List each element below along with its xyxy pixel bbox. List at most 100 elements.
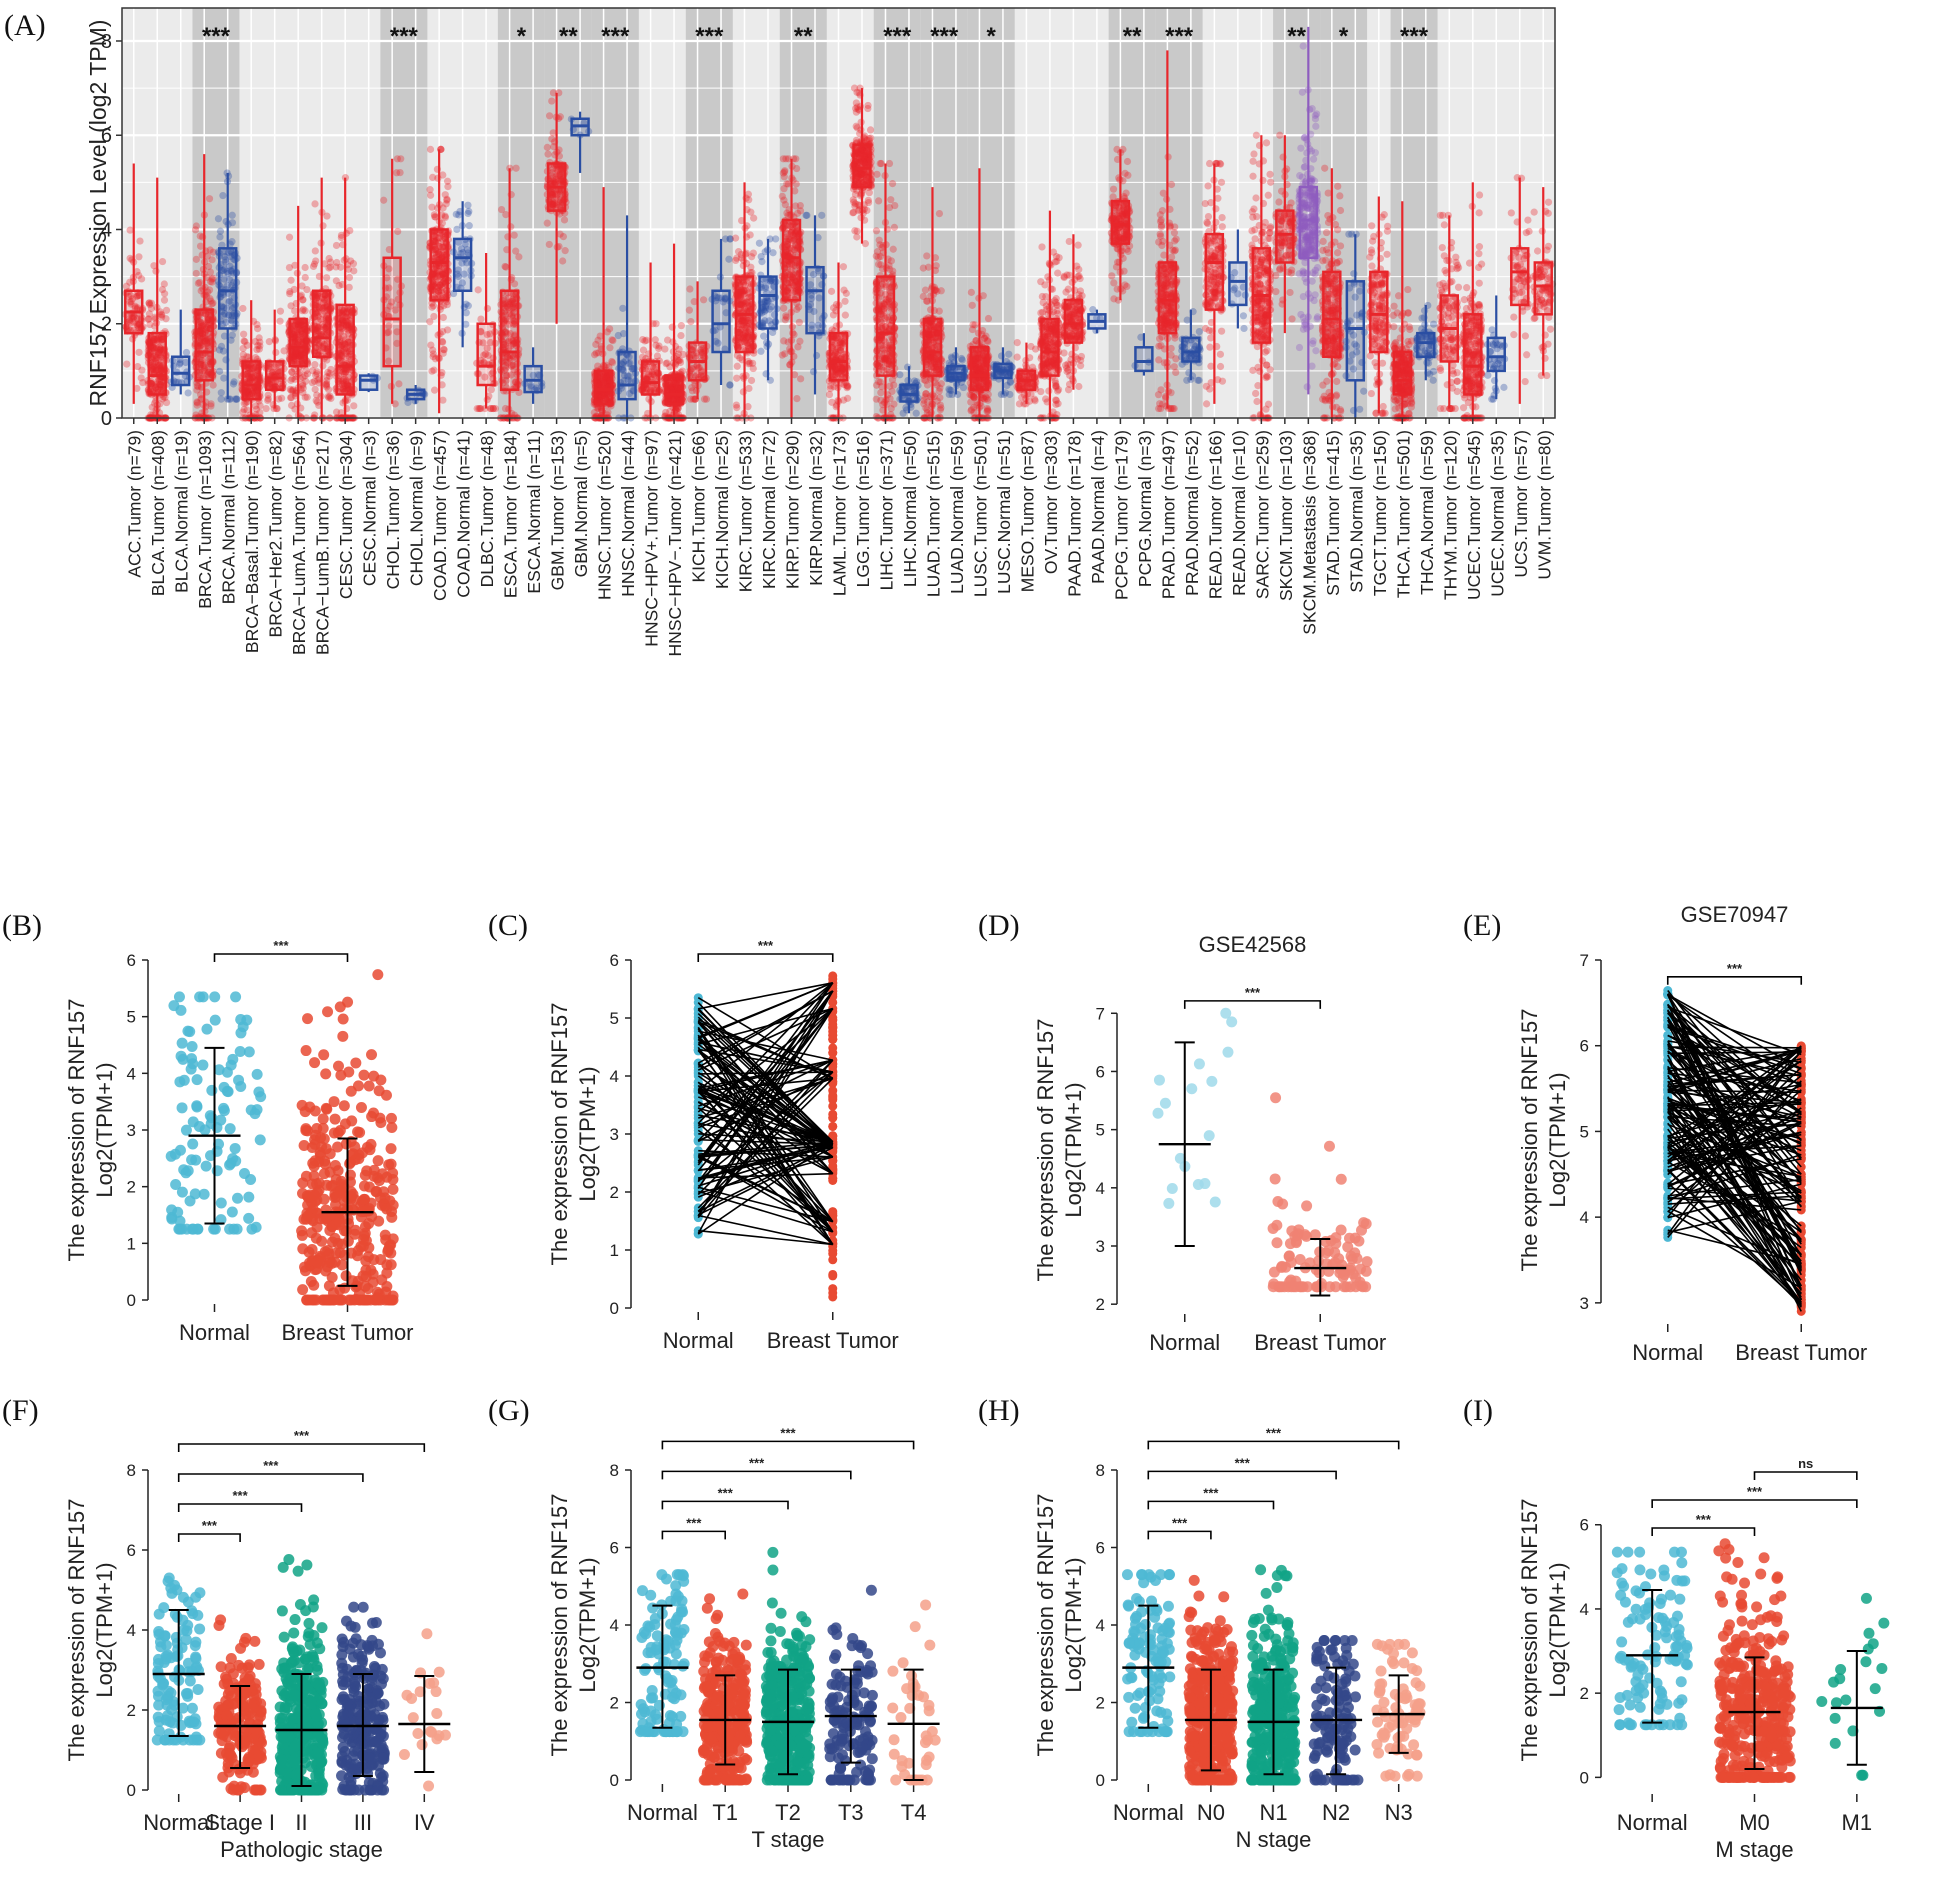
- data-point: [543, 219, 551, 227]
- significance-shade: [1273, 8, 1321, 418]
- data-point: [156, 381, 165, 389]
- data-point: [195, 309, 203, 317]
- data-point: [158, 335, 167, 344]
- data-point: [731, 234, 740, 242]
- box: [476, 322, 496, 387]
- data-point: [204, 315, 213, 323]
- data-point: [890, 400, 898, 408]
- data-point: [734, 248, 743, 256]
- data-point: [780, 304, 788, 312]
- x-tick-label: BRCA−Her2.Tumor (n=82): [266, 430, 286, 637]
- box: [640, 360, 661, 396]
- data-point: [548, 97, 556, 105]
- data-point: [154, 335, 162, 343]
- data-point: [311, 200, 319, 208]
- data-point: [201, 328, 209, 337]
- data-point: [323, 274, 331, 282]
- data-point: [295, 368, 304, 377]
- data-point: [548, 135, 556, 143]
- data-point: [158, 395, 167, 403]
- data-point: [151, 351, 159, 360]
- data-point: [864, 104, 872, 113]
- data-point: [196, 326, 204, 335]
- data-point: [208, 278, 216, 286]
- data-point: [149, 344, 158, 352]
- data-point: [677, 322, 685, 330]
- data-point: [772, 235, 780, 243]
- data-point: [332, 277, 340, 285]
- data-point: [429, 302, 438, 310]
- data-point: [158, 311, 166, 319]
- data-point: [286, 290, 294, 298]
- data-point: [197, 360, 205, 369]
- data-point: [198, 330, 206, 338]
- data-point: [327, 394, 335, 403]
- x-tick-label: KIRC.Tumor (n=533): [736, 430, 756, 592]
- data-point: [560, 216, 569, 224]
- data-point: [322, 381, 331, 389]
- data-point: [426, 145, 435, 153]
- data-point: [206, 295, 214, 303]
- data-point: [196, 232, 204, 240]
- data-point: [146, 300, 154, 309]
- data-point: [875, 197, 883, 205]
- x-tick-label: LAML.Tumor (n=173): [830, 430, 850, 596]
- data-point: [219, 191, 227, 200]
- data-point: [199, 362, 208, 370]
- data-point: [841, 311, 849, 319]
- data-point: [196, 327, 204, 335]
- box: [499, 289, 520, 391]
- group-3: [191, 154, 218, 422]
- data-point: [796, 207, 805, 215]
- data-point: [204, 314, 212, 322]
- data-point: [721, 235, 730, 243]
- data-point: [155, 349, 163, 357]
- data-point: [138, 366, 146, 374]
- group-2: [167, 309, 194, 397]
- data-point: [229, 380, 238, 388]
- data-point: [825, 390, 834, 399]
- data-point: [127, 300, 135, 308]
- significance-shade: [920, 8, 968, 418]
- data-point: [192, 255, 200, 263]
- data-point: [150, 262, 158, 270]
- x-tick-label: GBM.Normal (n=5): [571, 430, 591, 577]
- data-point: [200, 365, 208, 373]
- box: [617, 350, 637, 401]
- data-point: [439, 204, 447, 212]
- data-point: [149, 343, 157, 351]
- data-point: [196, 318, 204, 326]
- data-point: [152, 383, 160, 391]
- data-point: [429, 173, 437, 181]
- data-point: [873, 170, 881, 178]
- data-point: [191, 226, 200, 234]
- data-point: [228, 238, 236, 246]
- data-point: [150, 344, 159, 352]
- data-point: [197, 322, 205, 331]
- data-point: [133, 384, 141, 393]
- data-point: [287, 276, 295, 284]
- data-point: [793, 395, 801, 403]
- data-point: [217, 389, 225, 397]
- data-point: [128, 314, 136, 322]
- data-point: [126, 317, 134, 325]
- data-point: [151, 354, 159, 363]
- data-point: [850, 84, 859, 92]
- data-point: [739, 388, 747, 396]
- data-point: [184, 389, 192, 397]
- data-point: [465, 222, 473, 230]
- significance-shade: [380, 8, 428, 418]
- data-point: [853, 124, 861, 132]
- data-point: [160, 280, 168, 288]
- data-point: [193, 398, 201, 406]
- data-point: [124, 325, 133, 333]
- data-point: [228, 219, 237, 227]
- data-point: [652, 320, 660, 328]
- data-point: [206, 366, 214, 374]
- data-point: [145, 310, 154, 318]
- data-point: [129, 314, 137, 323]
- data-point: [204, 288, 212, 296]
- data-point: [205, 372, 213, 381]
- box: [241, 360, 261, 401]
- data-point: [126, 254, 134, 262]
